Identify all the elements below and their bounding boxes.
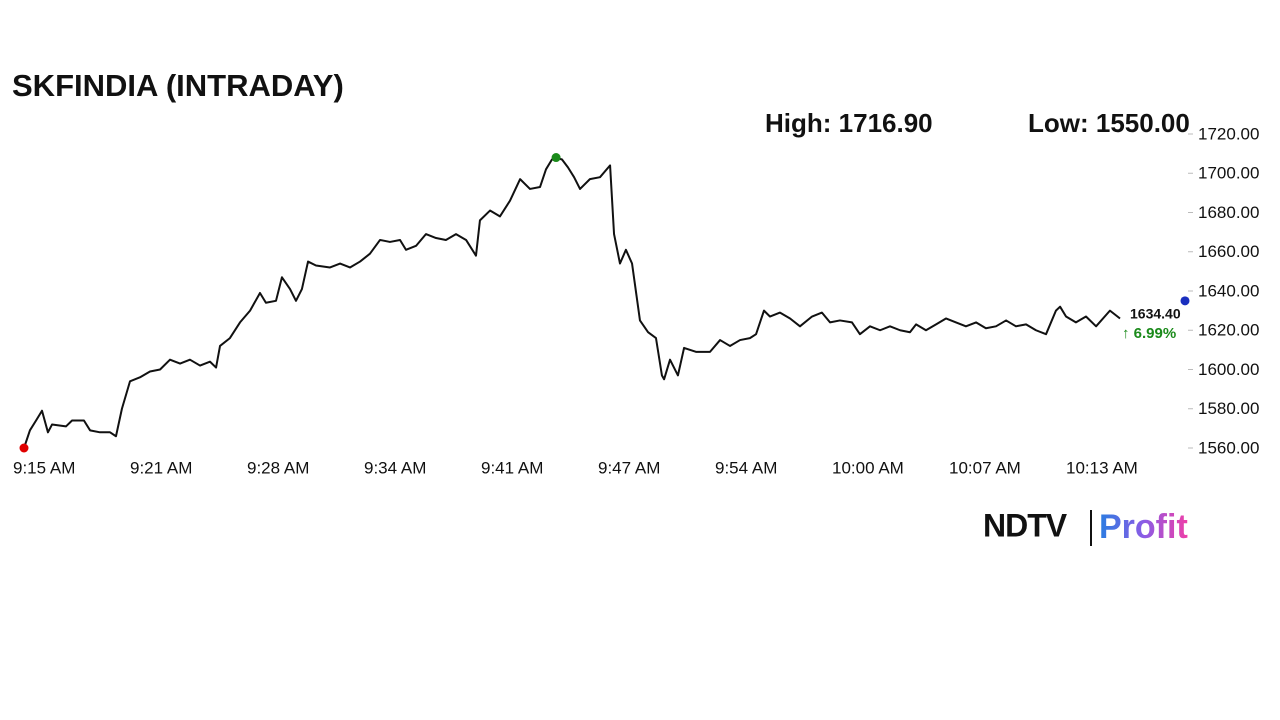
y-tick-label: 1700.00 [1198,164,1259,183]
x-tick-label: 10:00 AM [832,458,904,477]
y-tick-label: 1640.00 [1198,281,1259,300]
x-tick-label: 10:13 AM [1066,458,1138,477]
x-tick-label: 9:54 AM [715,458,777,477]
y-tick-label: 1660.00 [1198,242,1259,261]
marker-dot [1180,296,1190,306]
change-label: ↑ 6.99% [1122,325,1176,342]
logo-product: Profit [1099,508,1188,546]
y-tick-label: 1560.00 [1198,438,1259,457]
marker-dot [19,443,29,453]
x-tick-label: 9:21 AM [130,458,192,477]
x-tick-label: 9:47 AM [598,458,660,477]
low-label: Low: 1550.00 [1028,108,1190,138]
logo-brand: NDTV [983,507,1068,543]
marker-dot [551,153,561,163]
y-tick-label: 1620.00 [1198,321,1259,340]
y-tick-label: 1580.00 [1198,399,1259,418]
price-line [23,156,1121,449]
x-tick-label: 9:28 AM [247,458,309,477]
x-tick-label: 9:41 AM [481,458,543,477]
y-tick-label: 1680.00 [1198,203,1259,222]
last-price: 1634.40 [1130,306,1181,322]
high-label: High: 1716.90 [765,108,933,138]
chart-title: SKFINDIA (INTRADAY) [12,68,344,103]
x-tick-label: 10:07 AM [949,458,1021,477]
y-tick-label: 1600.00 [1198,360,1259,379]
y-tick-label: 1720.00 [1198,124,1259,143]
x-tick-label: 9:15 AM [13,458,75,477]
x-tick-label: 9:34 AM [364,458,426,477]
